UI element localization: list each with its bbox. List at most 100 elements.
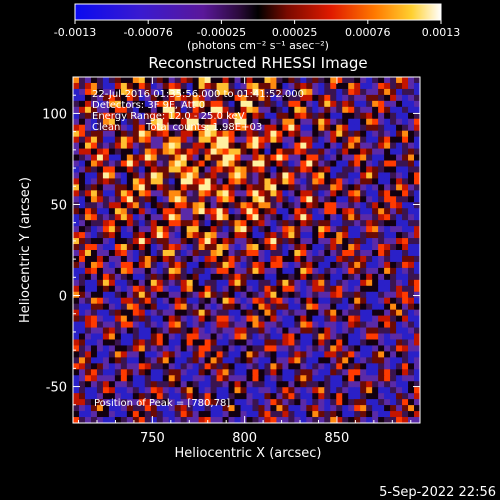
- heatmap-cell: [336, 363, 343, 370]
- heatmap-cell: [402, 297, 409, 305]
- heatmap-cell: [78, 250, 86, 257]
- heatmap-cell: [120, 309, 128, 317]
- heatmap-cell: [216, 208, 224, 215]
- heatmap-cell: [252, 321, 260, 329]
- heatmap-cell: [156, 363, 164, 370]
- heatmap-cell: [210, 118, 218, 126]
- heatmap-cell: [84, 106, 92, 114]
- heatmap-cell: [174, 166, 182, 174]
- heatmap-cell: [228, 226, 236, 233]
- heatmap-cell: [306, 196, 313, 203]
- heatmap-cell: [114, 148, 122, 156]
- heatmap-cell: [372, 315, 379, 323]
- heatmap-cell: [216, 77, 224, 84]
- heatmap-cell: [144, 160, 152, 168]
- heatmap-cell: [276, 124, 283, 132]
- heatmap-cell: [354, 261, 361, 269]
- heatmap-cell: [180, 267, 188, 275]
- heatmap-cell: [354, 399, 361, 406]
- heatmap-cell: [306, 202, 313, 209]
- heatmap-cell: [114, 375, 122, 382]
- heatmap-cell: [168, 166, 176, 174]
- heatmap-cell: [174, 118, 182, 126]
- plot-frame: [72, 76, 421, 424]
- heatmap-cell: [138, 77, 146, 84]
- heatmap-cell: [354, 184, 361, 191]
- heatmap-cell: [258, 411, 266, 418]
- heatmap-cell: [276, 393, 283, 400]
- heatmap-cell: [234, 136, 242, 144]
- heatmap-cell: [174, 261, 182, 269]
- heatmap-cell: [354, 339, 361, 347]
- heatmap-cell: [210, 160, 218, 168]
- heatmap-cell: [180, 136, 188, 144]
- heatmap-cell: [90, 255, 98, 263]
- heatmap-cell: [216, 393, 224, 400]
- heatmap-cell: [336, 405, 343, 412]
- heatmap-cell: [402, 345, 409, 353]
- heatmap-cell: [240, 118, 248, 126]
- heatmap-cell: [330, 160, 337, 168]
- heatmap-cell: [336, 172, 343, 180]
- heatmap-cell: [102, 94, 110, 102]
- heatmap-cell: [354, 196, 361, 203]
- heatmap-cell: [204, 291, 212, 299]
- heatmap-cell: [180, 88, 188, 96]
- heatmap-cell: [138, 82, 146, 90]
- heatmap-cell: [366, 255, 373, 263]
- heatmap-cell: [342, 285, 349, 293]
- heatmap-cell: [228, 255, 236, 263]
- heatmap-cell: [366, 333, 373, 341]
- heatmap-cell: [240, 172, 248, 180]
- heatmap-cell: [348, 357, 355, 364]
- heatmap-cell: [180, 178, 188, 185]
- heatmap-cell: [114, 381, 122, 388]
- heatmap-cell: [162, 166, 170, 174]
- heatmap-cell: [138, 333, 146, 341]
- heatmap-cell: [252, 94, 260, 102]
- heatmap-cell: [96, 166, 104, 174]
- heatmap-cell: [294, 196, 301, 203]
- heatmap-cell: [144, 333, 152, 341]
- heatmap-cell: [78, 202, 86, 209]
- heatmap-cell: [174, 77, 182, 84]
- heatmap-cell: [396, 136, 403, 144]
- heatmap-cell: [372, 172, 379, 180]
- heatmap-cell: [120, 321, 128, 329]
- heatmap-cell: [132, 261, 140, 269]
- heatmap-cell: [234, 100, 242, 108]
- heatmap-cell: [138, 393, 146, 400]
- heatmap-cell: [330, 279, 337, 287]
- heatmap-cell: [396, 77, 403, 84]
- heatmap-cell: [162, 190, 170, 197]
- heatmap-cell: [240, 327, 248, 335]
- heatmap-cell: [102, 202, 110, 209]
- heatmap-cell: [114, 94, 122, 102]
- heatmap-cell: [78, 297, 86, 305]
- heatmap-cell: [414, 303, 420, 311]
- heatmap-cell: [240, 124, 248, 132]
- heatmap-cell: [366, 267, 373, 275]
- heatmap-cell: [336, 250, 343, 257]
- heatmap-cell: [186, 202, 194, 209]
- heatmap-cell: [234, 255, 242, 263]
- heatmap-cell: [276, 387, 283, 394]
- heatmap-cell: [132, 315, 140, 323]
- heatmap-cell: [360, 118, 367, 126]
- heatmap-cell: [210, 255, 218, 263]
- heatmap-cell: [210, 261, 218, 269]
- heatmap-cell: [102, 393, 110, 400]
- heatmap-cell: [240, 381, 248, 388]
- heatmap-cell: [252, 279, 260, 287]
- heatmap-cell: [150, 321, 158, 329]
- heatmap-cell: [162, 88, 170, 96]
- heatmap-cell: [402, 142, 409, 150]
- heatmap-cell: [186, 327, 194, 335]
- heatmap-cell: [408, 142, 415, 150]
- heatmap-cell: [366, 77, 373, 84]
- heatmap-cell: [114, 166, 122, 174]
- heatmap-cell: [366, 387, 373, 394]
- heatmap-cell: [102, 160, 110, 168]
- heatmap-cell: [372, 88, 379, 96]
- heatmap-cell: [114, 255, 122, 263]
